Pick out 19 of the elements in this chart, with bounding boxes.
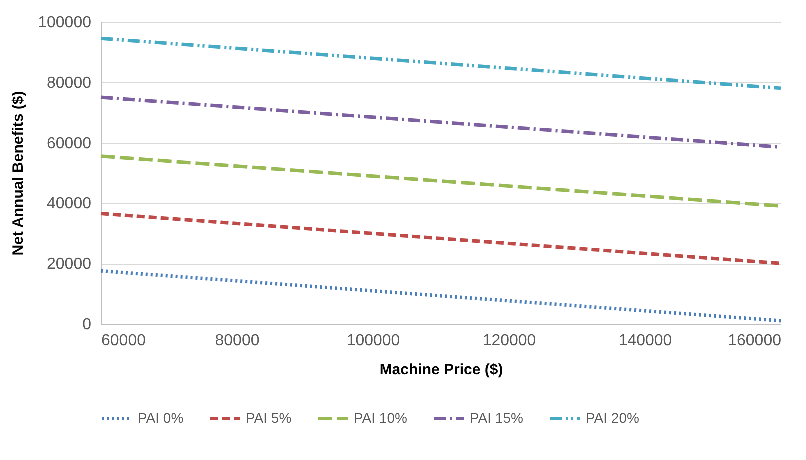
y-tick-label: 80000 [47,74,92,92]
y-tick-label: 20000 [47,256,92,274]
x-tick-label: 60000 [102,332,146,350]
legend-label: PAI 5% [246,410,292,426]
x-axis-title: Machine Price ($) [380,362,504,378]
y-tick-label: 0 [82,316,92,334]
legend-label: PAI 15% [470,410,524,426]
x-tick-label: 160000 [728,332,782,350]
x-tick-label: 140000 [618,332,672,350]
x-tick-label: 100000 [346,332,400,350]
x-tick-label: 120000 [482,332,536,350]
y-tick-label: 100000 [38,14,92,32]
legend-label: PAI 0% [138,410,184,426]
x-tick-label: 80000 [215,332,260,350]
y-tick-label: 60000 [47,135,92,152]
y-axis-title: Net Annual Benefits ($) [10,91,28,256]
y-tick-label: 40000 [47,196,92,213]
legend-label: PAI 20% [586,410,640,426]
legend-label: PAI 10% [354,410,408,426]
